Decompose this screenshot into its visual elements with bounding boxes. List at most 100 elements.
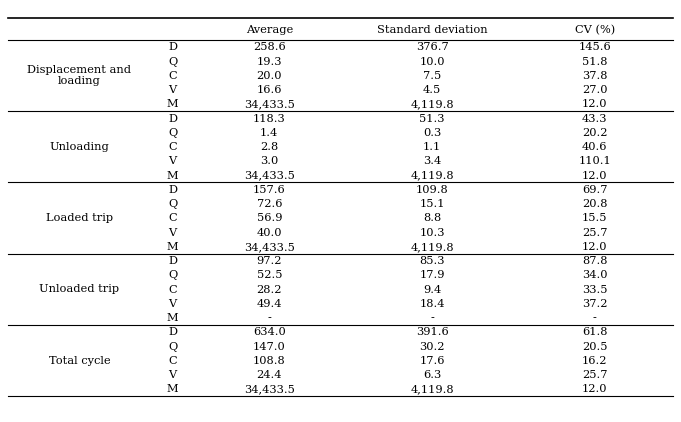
Text: 17.6: 17.6 <box>419 356 445 366</box>
Text: 0.3: 0.3 <box>423 128 441 138</box>
Text: 72.6: 72.6 <box>257 199 282 209</box>
Text: 20.8: 20.8 <box>582 199 607 209</box>
Text: Q: Q <box>168 128 177 138</box>
Text: 258.6: 258.6 <box>253 42 285 52</box>
Text: 25.7: 25.7 <box>582 370 607 380</box>
Text: 18.4: 18.4 <box>419 299 445 309</box>
Text: D: D <box>168 42 177 52</box>
Text: 34,433.5: 34,433.5 <box>244 242 295 252</box>
Text: 15.1: 15.1 <box>419 199 445 209</box>
Text: 27.0: 27.0 <box>582 85 607 95</box>
Text: 30.2: 30.2 <box>419 342 445 352</box>
Text: C: C <box>168 142 177 152</box>
Text: C: C <box>168 71 177 81</box>
Text: 16.6: 16.6 <box>257 85 282 95</box>
Text: 25.7: 25.7 <box>582 227 607 238</box>
Text: 20.2: 20.2 <box>582 128 607 138</box>
Text: V: V <box>168 370 177 380</box>
Text: 43.3: 43.3 <box>582 114 607 124</box>
Text: 37.8: 37.8 <box>582 71 607 81</box>
Text: 61.8: 61.8 <box>582 327 607 338</box>
Text: D: D <box>168 256 177 266</box>
Text: M: M <box>167 242 178 252</box>
Text: V: V <box>168 299 177 309</box>
Text: Unloaded trip: Unloaded trip <box>39 284 119 295</box>
Text: 4.5: 4.5 <box>423 85 441 95</box>
Text: Unloading: Unloading <box>50 142 109 152</box>
Text: 34,433.5: 34,433.5 <box>244 384 295 395</box>
Text: M: M <box>167 170 178 181</box>
Text: 12.0: 12.0 <box>582 100 607 109</box>
Text: M: M <box>167 313 178 323</box>
Text: 52.5: 52.5 <box>257 271 282 281</box>
Text: 17.9: 17.9 <box>419 271 445 281</box>
Text: 12.0: 12.0 <box>582 242 607 252</box>
Text: 4,119.8: 4,119.8 <box>410 384 454 395</box>
Text: 20.5: 20.5 <box>582 342 607 352</box>
Text: 49.4: 49.4 <box>257 299 282 309</box>
Text: V: V <box>168 157 177 166</box>
Text: 34,433.5: 34,433.5 <box>244 170 295 181</box>
Text: M: M <box>167 384 178 395</box>
Text: -: - <box>268 313 271 323</box>
Text: 34.0: 34.0 <box>582 271 607 281</box>
Text: 87.8: 87.8 <box>582 256 607 266</box>
Text: D: D <box>168 114 177 124</box>
Text: Standard deviation: Standard deviation <box>377 25 488 35</box>
Text: 15.5: 15.5 <box>582 214 607 223</box>
Text: 40.6: 40.6 <box>582 142 607 152</box>
Text: 34,433.5: 34,433.5 <box>244 100 295 109</box>
Text: 1.1: 1.1 <box>423 142 441 152</box>
Text: 12.0: 12.0 <box>582 384 607 395</box>
Text: 147.0: 147.0 <box>253 342 285 352</box>
Text: 10.0: 10.0 <box>419 57 445 67</box>
Text: 51.3: 51.3 <box>419 114 445 124</box>
Text: 37.2: 37.2 <box>582 299 607 309</box>
Text: 3.4: 3.4 <box>423 157 441 166</box>
Text: 8.8: 8.8 <box>423 214 441 223</box>
Text: 118.3: 118.3 <box>253 114 285 124</box>
Text: 4,119.8: 4,119.8 <box>410 242 454 252</box>
Text: 4,119.8: 4,119.8 <box>410 100 454 109</box>
Text: -: - <box>593 313 597 323</box>
Text: 1.4: 1.4 <box>260 128 279 138</box>
Text: 20.0: 20.0 <box>257 71 282 81</box>
Text: 56.9: 56.9 <box>257 214 282 223</box>
Text: 376.7: 376.7 <box>415 42 448 52</box>
Text: 3.0: 3.0 <box>260 157 279 166</box>
Text: C: C <box>168 356 177 366</box>
Text: 9.4: 9.4 <box>423 285 441 295</box>
Text: Total cycle: Total cycle <box>48 356 110 365</box>
Text: V: V <box>168 85 177 95</box>
Text: 97.2: 97.2 <box>257 256 282 266</box>
Text: C: C <box>168 285 177 295</box>
Text: 109.8: 109.8 <box>415 185 448 195</box>
Text: 110.1: 110.1 <box>578 157 612 166</box>
Text: D: D <box>168 327 177 338</box>
Text: 4,119.8: 4,119.8 <box>410 170 454 181</box>
Text: 16.2: 16.2 <box>582 356 607 366</box>
Text: 69.7: 69.7 <box>582 185 607 195</box>
Text: V: V <box>168 227 177 238</box>
Text: 634.0: 634.0 <box>253 327 285 338</box>
Text: C: C <box>168 214 177 223</box>
Text: D: D <box>168 185 177 195</box>
Text: Q: Q <box>168 271 177 281</box>
Text: Displacement and
loading: Displacement and loading <box>27 65 131 87</box>
Text: 391.6: 391.6 <box>415 327 448 338</box>
Text: 40.0: 40.0 <box>257 227 282 238</box>
Text: 24.4: 24.4 <box>257 370 282 380</box>
Text: 2.8: 2.8 <box>260 142 279 152</box>
Text: 51.8: 51.8 <box>582 57 607 67</box>
Text: Q: Q <box>168 342 177 352</box>
Text: 108.8: 108.8 <box>253 356 285 366</box>
Text: 33.5: 33.5 <box>582 285 607 295</box>
Text: Q: Q <box>168 199 177 209</box>
Text: 28.2: 28.2 <box>257 285 282 295</box>
Text: 6.3: 6.3 <box>423 370 441 380</box>
Text: 10.3: 10.3 <box>419 227 445 238</box>
Text: 157.6: 157.6 <box>253 185 285 195</box>
Text: M: M <box>167 100 178 109</box>
Text: Loaded trip: Loaded trip <box>46 213 113 223</box>
Text: Average: Average <box>246 25 293 35</box>
